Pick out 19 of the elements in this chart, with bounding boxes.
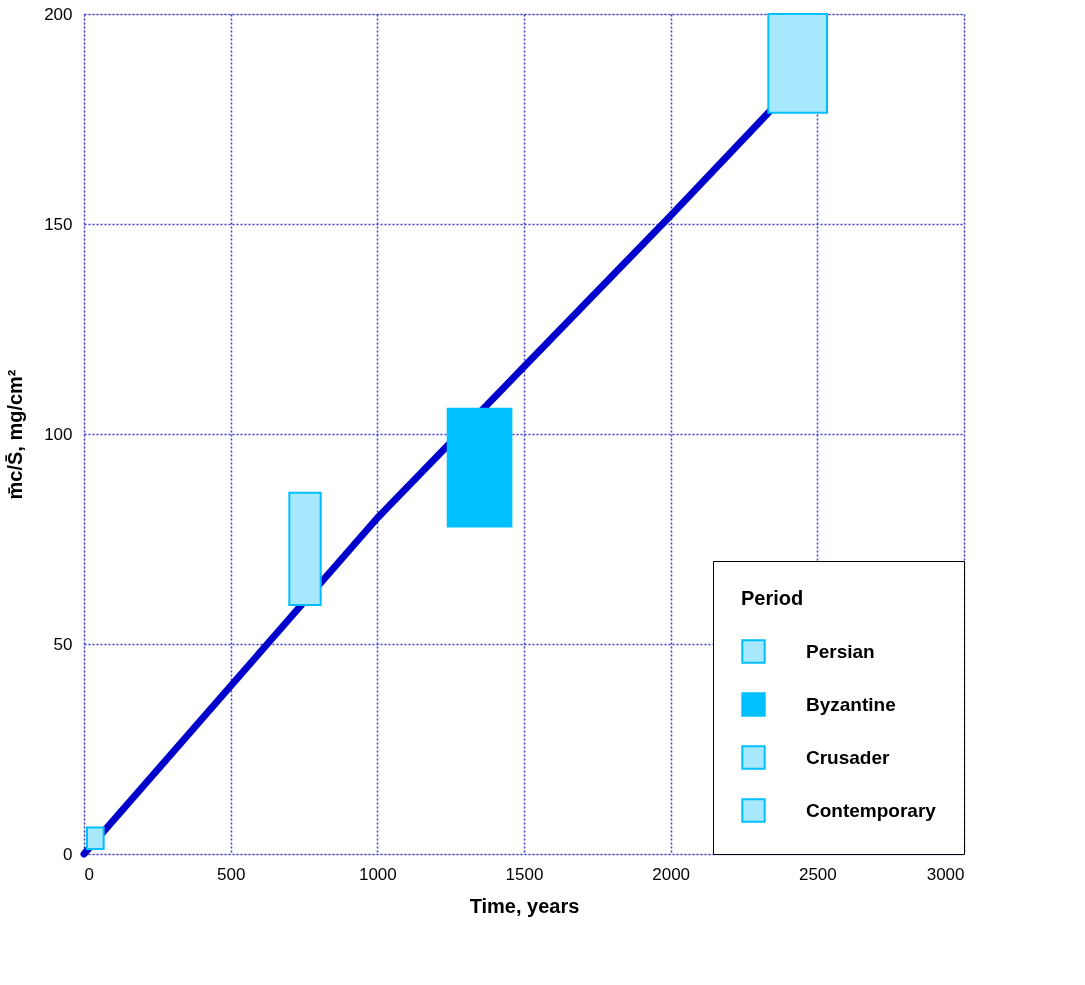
y-tick-label: 0	[63, 844, 73, 864]
x-tick-label: 0	[84, 864, 94, 884]
y-tick-label: 100	[44, 424, 73, 444]
legend-label: Crusader	[806, 746, 891, 768]
x-tick-label: 2000	[652, 864, 691, 884]
legend-label: Contemporary	[806, 799, 937, 821]
x-tick-label: 3000	[926, 864, 965, 884]
y-tick-label: 200	[44, 4, 73, 24]
x-tick-label: 500	[216, 864, 246, 884]
x-tick-label: 1000	[358, 864, 397, 884]
legend-title: Period	[741, 587, 804, 609]
x-tick-label: 1500	[505, 864, 544, 884]
y-tick-label: 150	[44, 214, 73, 234]
y-tick-label: 50	[53, 634, 73, 654]
legend-label: Byzantine	[806, 693, 896, 715]
x-tick-label: 2500	[798, 864, 837, 884]
y-axis-title: m̄c/S̄, mg/cm²	[4, 369, 27, 500]
legend-label: Persian	[806, 640, 875, 662]
x-axis-title: Time, years	[469, 894, 580, 917]
